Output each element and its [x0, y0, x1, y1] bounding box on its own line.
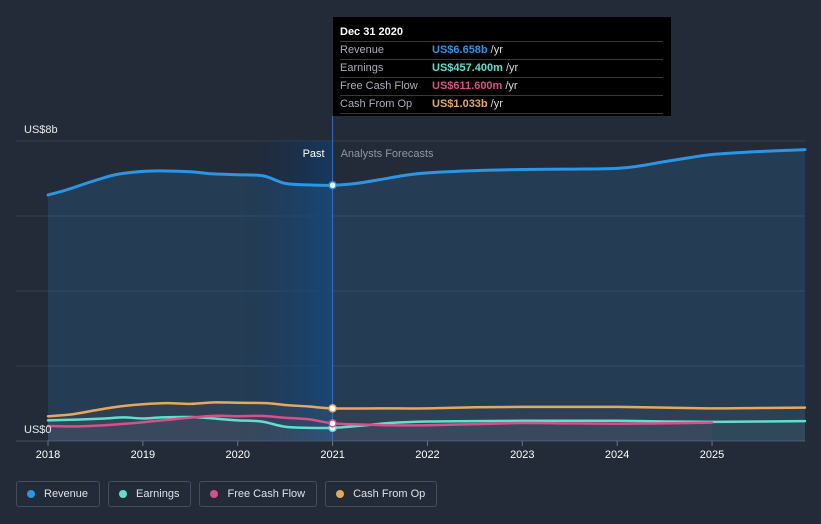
- tooltip-row: Cash From Op US$1.033b/yr: [340, 96, 663, 114]
- past-region-label: Past: [303, 148, 325, 160]
- gridlines: [16, 140, 805, 442]
- y-axis-bottom-label: US$0: [24, 424, 52, 436]
- revenue-marker: [328, 181, 337, 190]
- tooltip-series-value: US$611.600m/yr: [432, 78, 518, 94]
- legend-label: Free Cash Flow: [227, 488, 306, 500]
- x-tick-label: 2023: [510, 449, 534, 461]
- tooltip-series-name: Earnings: [340, 62, 384, 74]
- y-axis-top-label: US$8b: [24, 124, 58, 136]
- tooltip-row: Earnings US$457.400m/yr: [340, 60, 663, 78]
- legend-label: Revenue: [44, 488, 89, 500]
- x-tick-label: 2024: [605, 449, 629, 461]
- legend-dot-icon: [210, 490, 219, 498]
- tooltip-unit: /yr: [505, 62, 519, 74]
- x-tick-label: 2022: [415, 449, 439, 461]
- legend-item-cash-from-op[interactable]: Cash From Op: [325, 481, 438, 507]
- forecast-region-label: Analysts Forecasts: [341, 148, 434, 160]
- cash-from-op-marker: [328, 404, 337, 413]
- revenue-line: [46, 148, 807, 197]
- tooltip-series-value: US$457.400m/yr: [432, 60, 518, 76]
- legend-dot-icon: [119, 490, 128, 498]
- hover-tooltip: Dec 31 2020 Revenue US$6.658b/yr Earnings U…: [333, 17, 671, 116]
- tooltip-value-text: US$611.600m: [432, 80, 503, 92]
- tooltip-date: Dec 31 2020: [340, 24, 663, 42]
- legend-label: Cash From Op: [353, 488, 426, 500]
- tooltip-series-name: Free Cash Flow: [340, 80, 418, 92]
- hover-markers: [328, 181, 337, 433]
- legend-label: Earnings: [136, 488, 180, 500]
- tooltip-row: Revenue US$6.658b/yr: [340, 42, 663, 60]
- series-lines: [46, 148, 807, 430]
- legend-dot-icon: [336, 490, 345, 498]
- legend-item-free-cash-flow[interactable]: Free Cash Flow: [199, 481, 318, 507]
- series-areas: [48, 149, 805, 441]
- past-highlight-band: [237, 141, 333, 441]
- free-cash-flow-line: [46, 414, 714, 428]
- tooltip-value-text: US$457.400m: [432, 62, 503, 74]
- tooltip-value-text: US$6.658b: [432, 44, 488, 56]
- tooltip-value-text: US$1.033b: [432, 98, 488, 110]
- x-tick-label: 2020: [225, 449, 249, 461]
- chart-legend: Revenue Earnings Free Cash Flow Cash From O…: [16, 481, 438, 509]
- cash-from-op-line: [46, 401, 807, 418]
- tooltip-unit: /yr: [505, 80, 518, 92]
- x-axis-ticks: 2018 2019 2020 2021 2022 2023 2024 2025: [36, 441, 724, 461]
- legend-dot-icon: [27, 490, 35, 498]
- legend-item-earnings[interactable]: Earnings: [108, 481, 192, 507]
- tooltip-unit: /yr: [490, 44, 503, 56]
- free-cash-flow-area: [48, 415, 713, 441]
- tooltip-series-value: US$6.658b/yr: [432, 42, 503, 58]
- tooltip-series-value: US$1.033b/yr: [432, 96, 503, 112]
- tooltip-row: Free Cash Flow US$611.600m/yr: [340, 78, 663, 96]
- revenue-area: [48, 149, 805, 441]
- tooltip-series-name: Revenue: [340, 44, 385, 56]
- x-tick-label: 2019: [131, 449, 155, 461]
- x-tick-label: 2021: [320, 449, 344, 461]
- tooltip-unit: /yr: [490, 98, 503, 110]
- free-cash-flow-marker: [328, 419, 337, 428]
- tooltip-series-name: Cash From Op: [340, 98, 413, 110]
- legend-item-revenue[interactable]: Revenue: [16, 481, 101, 507]
- x-tick-label: 2025: [700, 449, 724, 461]
- x-tick-label: 2018: [36, 449, 60, 461]
- earnings-line: [46, 415, 807, 430]
